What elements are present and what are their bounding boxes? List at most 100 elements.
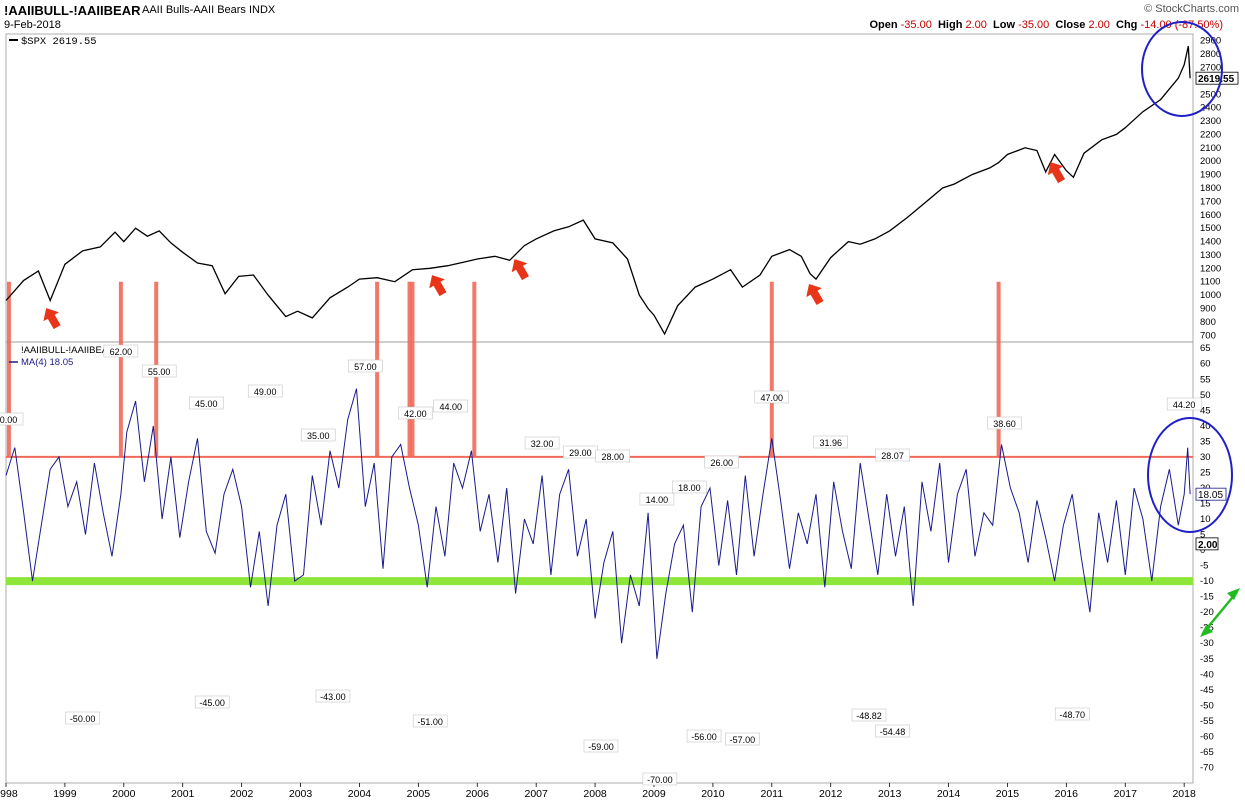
spx-axis-tick: 1700	[1200, 196, 1221, 207]
x-axis-year-label: 2014	[937, 788, 961, 800]
chg-label: Chg	[1116, 19, 1138, 31]
high-annotation-label: 44.00	[439, 402, 462, 412]
low-annotation: -43.00	[315, 689, 351, 703]
open-value: -35.00	[900, 19, 932, 31]
red-signal-marker	[996, 281, 1001, 457]
red-arrow-shape	[1047, 162, 1066, 184]
spx-highlight-circle	[1141, 21, 1223, 117]
high-annotation-label: 62.00	[110, 347, 133, 357]
ma-legend: MA(4) 18.05	[9, 357, 73, 368]
x-axis-year-label: 1999	[53, 788, 77, 800]
red-signal-marker	[6, 281, 11, 457]
red-signal-marker	[472, 281, 477, 457]
sentiment-axis-tick: 5	[1200, 530, 1205, 541]
sentiment-axis-tick: -55	[1200, 716, 1214, 727]
high-annotation: 14.00	[639, 492, 675, 506]
chart-symbol: !AAIIBULL-!AAIIBEAR	[4, 3, 141, 18]
x-axis-year-label: 2009	[642, 788, 666, 800]
low-annotation-box	[412, 714, 448, 728]
high-annotation-box	[141, 364, 177, 378]
high-annotation-label: 57.00	[354, 362, 377, 372]
high-annotation-label: 14.00	[646, 495, 669, 505]
red-arrow-icon	[1047, 162, 1066, 184]
x-axis-year-label: 2004	[348, 788, 372, 800]
low-annotation: -50.00	[65, 711, 100, 725]
x-axis-year-label: 2011	[761, 788, 784, 800]
high-annotation-box	[398, 406, 433, 420]
high-annotation-box	[1166, 397, 1202, 411]
high-annotation: 28.00	[595, 449, 631, 463]
high-annotation: 28.07	[875, 448, 910, 462]
sentiment-axis-tick: -45	[1200, 685, 1214, 696]
high-annotation-box	[704, 455, 739, 469]
high-annotation-box	[300, 428, 336, 442]
chart-description: AAII Bulls-AAII Bears INDX	[142, 4, 276, 16]
spx-axis-tick: 1600	[1200, 210, 1221, 221]
high-annotation: 26.00	[704, 455, 739, 469]
x-axis-year-label: 2002	[230, 788, 254, 800]
low-annotation: -56.00	[686, 729, 722, 743]
stockcharts-brand[interactable]: © StockCharts.com	[1144, 3, 1239, 15]
high-annotation: 32.00	[524, 436, 560, 450]
high-annotation-label: 28.07	[881, 451, 904, 461]
sentiment-axis-tick: 50	[1200, 390, 1211, 401]
close-label: Close	[1055, 19, 1086, 31]
high-annotation: 38.60	[987, 416, 1022, 430]
red-arrow-icon	[429, 275, 447, 297]
ma-last-value-box: 18.05	[1195, 487, 1227, 501]
spx-axis-tick: 2300	[1200, 116, 1221, 127]
high-annotation: 44.20	[1166, 397, 1202, 411]
high-annotation-label: 44.20	[1173, 400, 1196, 410]
spx-legend-label: $SPX 2619.55	[21, 36, 97, 48]
spx-axis-tick: 2800	[1200, 49, 1221, 60]
high-annotation: 62.00	[103, 344, 139, 358]
high-annotation-box	[433, 399, 469, 413]
low-annotation-box	[642, 772, 678, 786]
sentiment-axis-tick: 15	[1200, 498, 1211, 509]
spx-axis-tick: 2100	[1200, 143, 1221, 154]
sentiment-axis-tick: -20	[1200, 607, 1214, 618]
high-annotation: 49.00	[247, 384, 283, 398]
high-annotation-label: 40.00	[0, 415, 17, 425]
x-axis-year-label: 2005	[407, 788, 431, 800]
high-annotation-box	[987, 416, 1022, 430]
x-axis-year-label: 2006	[466, 788, 490, 800]
low-annotation: -57.00	[725, 732, 760, 746]
sentiment-last-value: 2.00	[1198, 540, 1218, 551]
low-annotation-label: -43.00	[320, 692, 346, 702]
open-label: Open	[869, 19, 898, 31]
high-annotation-box	[639, 492, 675, 506]
spx-axis-tick: 1800	[1200, 183, 1221, 194]
high-annotation: 35.00	[300, 428, 336, 442]
spx-axis-tick: 1200	[1200, 263, 1221, 274]
sentiment-panel-frame	[5, 341, 1194, 784]
high-annotation-box	[754, 390, 790, 404]
x-axis-year-label: 2017	[1114, 788, 1138, 800]
x-axis-year-label: 1998	[0, 788, 18, 800]
high-label: High	[937, 19, 963, 31]
high-annotation: 45.00	[189, 396, 224, 410]
green-double-arrow-icon	[1200, 588, 1240, 637]
low-annotation-label: -50.00	[70, 714, 96, 724]
sentiment-axis-tick: 65	[1200, 343, 1211, 354]
spx-axis-tick: 2000	[1200, 156, 1221, 167]
low-annotation-label: -56.00	[691, 732, 717, 742]
x-axis-year-label: 2008	[583, 788, 607, 800]
sentiment-axis-tick: 40	[1200, 421, 1211, 432]
low-annotation: -54.48	[875, 724, 910, 738]
spx-last-value-box: 2619.55	[1195, 71, 1239, 85]
sentiment-axis-tick: 45	[1200, 405, 1211, 416]
low-annotation-label: -45.00	[199, 698, 225, 708]
high-annotation-box	[103, 344, 139, 358]
high-annotation: 44.00	[433, 399, 469, 413]
sentiment-axis-tick: 0	[1200, 545, 1205, 556]
high-annotation-label: 45.00	[195, 399, 218, 409]
sentiment-axis-tick: -65	[1200, 747, 1214, 758]
x-axis-year-label: 2016	[1055, 788, 1079, 800]
low-annotation-label: -48.70	[1059, 710, 1085, 720]
high-annotation: 47.00	[754, 390, 790, 404]
low-annotation-box	[875, 724, 910, 738]
sentiment-ma-line	[5, 388, 1191, 659]
low-annotation-label: -57.00	[730, 735, 756, 745]
high-annotation-label: 38.60	[993, 419, 1016, 429]
